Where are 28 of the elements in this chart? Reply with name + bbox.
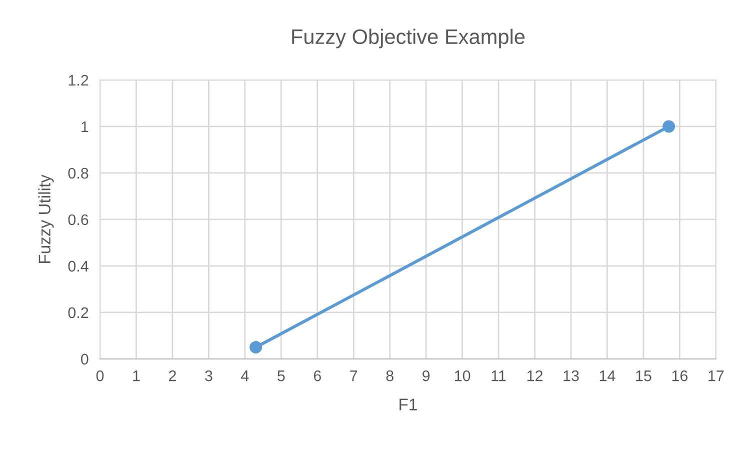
x-tick-label: 1: [133, 370, 140, 382]
x-tick-label: 8: [386, 370, 394, 382]
y-axis-title: Fuzzy Utility: [38, 174, 54, 263]
x-tick-label: 17: [708, 370, 724, 382]
x-axis-title: F1: [400, 398, 417, 410]
x-tick-label: 9: [422, 370, 430, 382]
chart-title: Fuzzy Objective Example: [292, 28, 525, 48]
y-tick-label: 0.8: [68, 168, 88, 179]
x-tick-label: 13: [564, 370, 579, 382]
x-tick-label: 3: [205, 370, 212, 382]
x-tick-label: 4: [241, 370, 249, 382]
x-tick-label: 15: [636, 370, 652, 382]
x-tick-label: 10: [454, 370, 470, 382]
y-tick-label: 0.2: [68, 307, 88, 318]
x-tick-label: 14: [600, 370, 616, 382]
y-tick-label: 0: [81, 354, 88, 365]
x-tick-label: 12: [527, 370, 542, 382]
y-tick-label: 0.6: [68, 214, 88, 226]
x-tick-label: 7: [350, 370, 358, 382]
y-tick-label: 1.2: [68, 74, 88, 86]
x-tick-label: 2: [168, 370, 176, 382]
x-tick-label: 0: [96, 370, 104, 382]
x-tick-label: 6: [314, 370, 321, 382]
x-tick-label: 16: [672, 370, 688, 382]
x-tick-label: 5: [278, 370, 285, 382]
y-tick-label: 1: [82, 122, 88, 132]
x-tick-label: 11: [492, 370, 506, 382]
y-tick-label: 0.4: [68, 260, 88, 272]
